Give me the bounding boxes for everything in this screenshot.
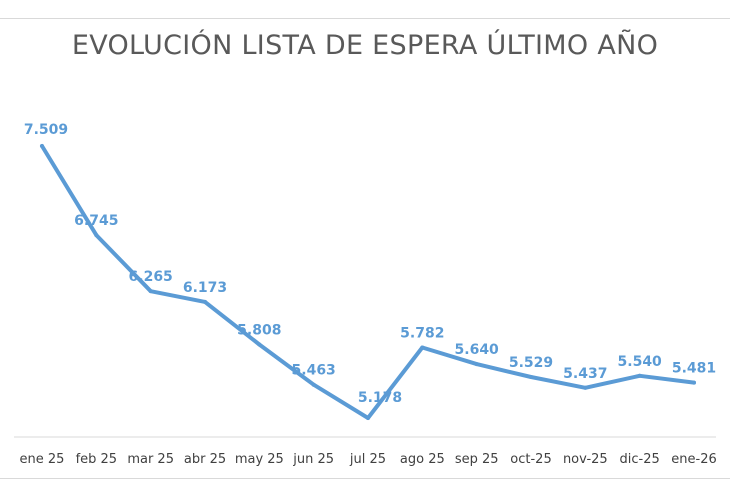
- data-label: 5.481: [672, 361, 716, 377]
- data-label: 5.529: [509, 355, 553, 371]
- x-tick-label: dic-25: [620, 452, 660, 467]
- data-point: [311, 382, 316, 387]
- x-tick-label: feb 25: [76, 452, 118, 467]
- data-point: [474, 362, 479, 367]
- series-group: [40, 144, 696, 420]
- data-point: [148, 289, 153, 294]
- x-tick-label: ene 25: [20, 452, 65, 467]
- data-label: 5.640: [455, 342, 500, 358]
- data-label: 5.782: [400, 326, 444, 342]
- x-tick-label: ene-26: [671, 452, 716, 467]
- x-tick-label: may 25: [235, 452, 284, 467]
- data-point: [94, 233, 99, 238]
- data-label: 7.509: [24, 122, 68, 138]
- data-label: 5.808: [237, 322, 281, 338]
- data-label: 6.745: [74, 213, 118, 229]
- x-tick-label: abr 25: [184, 452, 226, 467]
- data-point: [366, 416, 370, 420]
- data-label: 5.437: [563, 366, 607, 382]
- data-label: 5.178: [358, 390, 402, 406]
- x-tick-label: ago 25: [400, 452, 445, 467]
- data-point: [692, 380, 696, 385]
- data-label: 5.463: [292, 363, 336, 379]
- data-point: [583, 385, 588, 390]
- x-tick-label: oct-25: [510, 452, 551, 467]
- x-tick-label: sep 25: [455, 452, 499, 467]
- data-point: [529, 375, 533, 380]
- data-label: 6.173: [183, 280, 227, 296]
- data-point: [637, 373, 642, 378]
- x-tick-label: jul 25: [349, 452, 386, 467]
- data-point: [40, 144, 44, 148]
- bottom-border-line: [0, 478, 730, 479]
- data-label: 5.540: [618, 354, 663, 370]
- x-tick-label: nov-25: [563, 452, 608, 467]
- x-tick-label: jun 25: [292, 452, 334, 467]
- x-tick-label: mar 25: [127, 452, 174, 467]
- data-label: 6.265: [129, 269, 173, 285]
- data-labels: 7.509 6.745 6.265 6.173 5.808 5.463 5.178 5.782…: [24, 122, 716, 406]
- x-tick-labels: ene 25 feb 25 mar 25 abr 25 may 25 jun 25 jul …: [20, 452, 717, 467]
- data-point: [203, 299, 207, 304]
- data-point: [257, 342, 262, 347]
- top-border-line: [0, 18, 730, 19]
- chart-title: EVOLUCIÓN LISTA DE ESPERA ÚLTIMO AÑO: [71, 30, 659, 61]
- data-point: [420, 345, 425, 350]
